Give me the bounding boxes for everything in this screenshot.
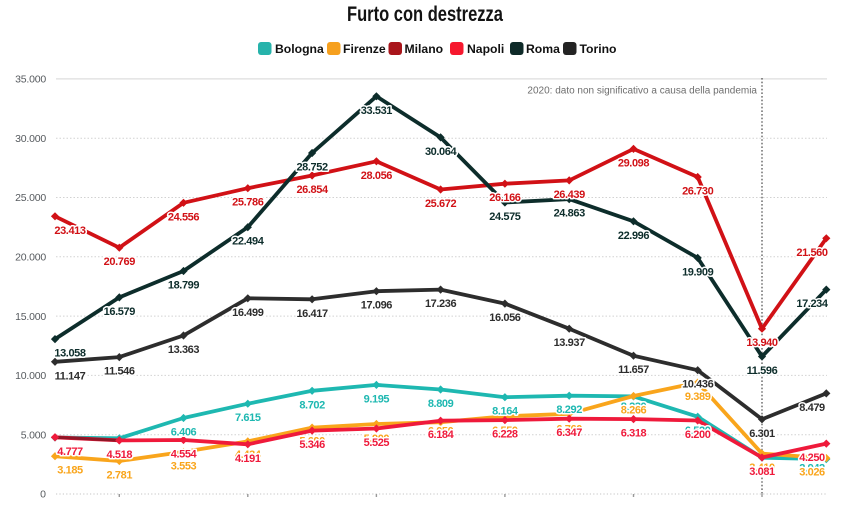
- svg-text:8.266: 8.266: [621, 405, 647, 417]
- svg-text:29.098: 29.098: [618, 157, 650, 169]
- svg-text:11.546: 11.546: [104, 366, 135, 378]
- svg-text:8.164: 8.164: [492, 406, 519, 418]
- svg-text:19.909: 19.909: [682, 266, 714, 278]
- svg-text:8.292: 8.292: [556, 404, 582, 416]
- svg-text:33.531: 33.531: [361, 105, 393, 117]
- svg-text:26.166: 26.166: [489, 192, 521, 204]
- svg-text:10.000: 10.000: [15, 370, 46, 382]
- svg-text:3.185: 3.185: [57, 465, 83, 477]
- svg-text:3.060: 3.060: [749, 466, 775, 478]
- svg-text:9.389: 9.389: [685, 391, 711, 403]
- svg-text:20.000: 20.000: [15, 252, 46, 264]
- svg-text:5.525: 5.525: [364, 437, 390, 449]
- svg-text:4.434: 4.434: [235, 449, 262, 461]
- svg-text:3.553: 3.553: [171, 460, 197, 472]
- svg-text:6.318: 6.318: [621, 428, 647, 440]
- svg-text:26.854: 26.854: [296, 184, 329, 196]
- svg-text:Roma: Roma: [526, 42, 560, 56]
- svg-text:6.301: 6.301: [749, 428, 775, 440]
- svg-text:9.195: 9.195: [364, 393, 390, 405]
- svg-text:Milano: Milano: [405, 42, 444, 56]
- svg-text:21.560: 21.560: [796, 247, 828, 259]
- svg-text:5.600: 5.600: [299, 435, 325, 447]
- svg-text:26.439: 26.439: [554, 189, 586, 201]
- svg-text:15.000: 15.000: [15, 311, 46, 323]
- svg-text:24.556: 24.556: [168, 211, 200, 223]
- svg-text:8.809: 8.809: [428, 398, 454, 410]
- svg-text:4.191: 4.191: [235, 453, 261, 465]
- svg-text:30.000: 30.000: [15, 133, 46, 145]
- svg-text:16.056: 16.056: [489, 312, 521, 324]
- svg-text:5.000: 5.000: [21, 429, 47, 441]
- svg-text:6.228: 6.228: [492, 429, 518, 441]
- svg-text:5.346: 5.346: [299, 439, 325, 451]
- svg-text:Furto con destrezza: Furto con destrezza: [347, 3, 503, 26]
- svg-text:6.200: 6.200: [685, 429, 711, 441]
- svg-text:2020: dato non significativo a: 2020: dato non significativo a causa del…: [527, 86, 757, 97]
- svg-text:4.250: 4.250: [799, 452, 825, 464]
- svg-text:Napoli: Napoli: [467, 42, 504, 56]
- svg-text:4.777: 4.777: [57, 446, 83, 458]
- svg-text:Firenze: Firenze: [343, 42, 386, 56]
- svg-text:8.230: 8.230: [621, 401, 647, 413]
- svg-text:7.615: 7.615: [235, 412, 261, 424]
- svg-text:6.184: 6.184: [428, 429, 455, 441]
- svg-text:17.096: 17.096: [361, 300, 393, 312]
- svg-text:26.730: 26.730: [682, 186, 714, 198]
- svg-text:2.781: 2.781: [107, 470, 133, 482]
- svg-text:6.406: 6.406: [171, 427, 197, 439]
- svg-text:28.056: 28.056: [361, 170, 393, 182]
- svg-text:16.579: 16.579: [104, 306, 136, 318]
- svg-text:28.752: 28.752: [296, 162, 328, 174]
- svg-text:24.575: 24.575: [489, 211, 521, 223]
- svg-text:13.937: 13.937: [554, 337, 586, 349]
- svg-text:3.081: 3.081: [749, 466, 775, 478]
- svg-text:3.026: 3.026: [799, 467, 825, 479]
- svg-text:24.863: 24.863: [554, 208, 586, 220]
- svg-text:25.672: 25.672: [425, 198, 457, 210]
- svg-text:Torino: Torino: [580, 42, 617, 56]
- svg-text:22.494: 22.494: [232, 236, 265, 248]
- svg-text:20.769: 20.769: [104, 256, 136, 268]
- svg-text:25.786: 25.786: [232, 197, 264, 209]
- svg-text:4.554: 4.554: [171, 449, 198, 461]
- svg-text:6.347: 6.347: [556, 427, 582, 439]
- svg-text:2.942: 2.942: [799, 463, 825, 475]
- svg-text:22.996: 22.996: [618, 230, 650, 242]
- svg-text:6.760: 6.760: [556, 423, 582, 435]
- svg-text:10.436: 10.436: [682, 379, 714, 391]
- svg-text:11.596: 11.596: [747, 365, 778, 377]
- svg-text:16.499: 16.499: [232, 307, 264, 319]
- svg-text:3.410: 3.410: [749, 462, 775, 474]
- svg-text:4.518: 4.518: [107, 449, 133, 461]
- svg-text:6.050: 6.050: [428, 425, 454, 437]
- svg-text:17.234: 17.234: [796, 298, 829, 310]
- svg-text:30.064: 30.064: [425, 146, 458, 158]
- svg-text:18.799: 18.799: [168, 280, 200, 292]
- svg-text:Bologna: Bologna: [275, 42, 324, 56]
- svg-text:25.000: 25.000: [15, 192, 46, 204]
- svg-text:6.550: 6.550: [492, 425, 518, 437]
- svg-text:13.940: 13.940: [746, 337, 778, 349]
- svg-text:13.363: 13.363: [168, 344, 200, 356]
- svg-text:23.413: 23.413: [54, 225, 86, 237]
- svg-text:5.900: 5.900: [364, 433, 390, 445]
- svg-text:8.702: 8.702: [299, 399, 325, 411]
- svg-text:6.520: 6.520: [685, 425, 711, 437]
- svg-text:8.479: 8.479: [799, 402, 825, 414]
- svg-text:11.657: 11.657: [618, 364, 649, 376]
- svg-text:11.147: 11.147: [55, 370, 86, 382]
- svg-text:16.417: 16.417: [296, 308, 328, 320]
- svg-text:13.058: 13.058: [54, 348, 86, 360]
- svg-text:35.000: 35.000: [15, 74, 46, 86]
- svg-text:17.236: 17.236: [425, 298, 457, 310]
- svg-text:0: 0: [40, 489, 46, 500]
